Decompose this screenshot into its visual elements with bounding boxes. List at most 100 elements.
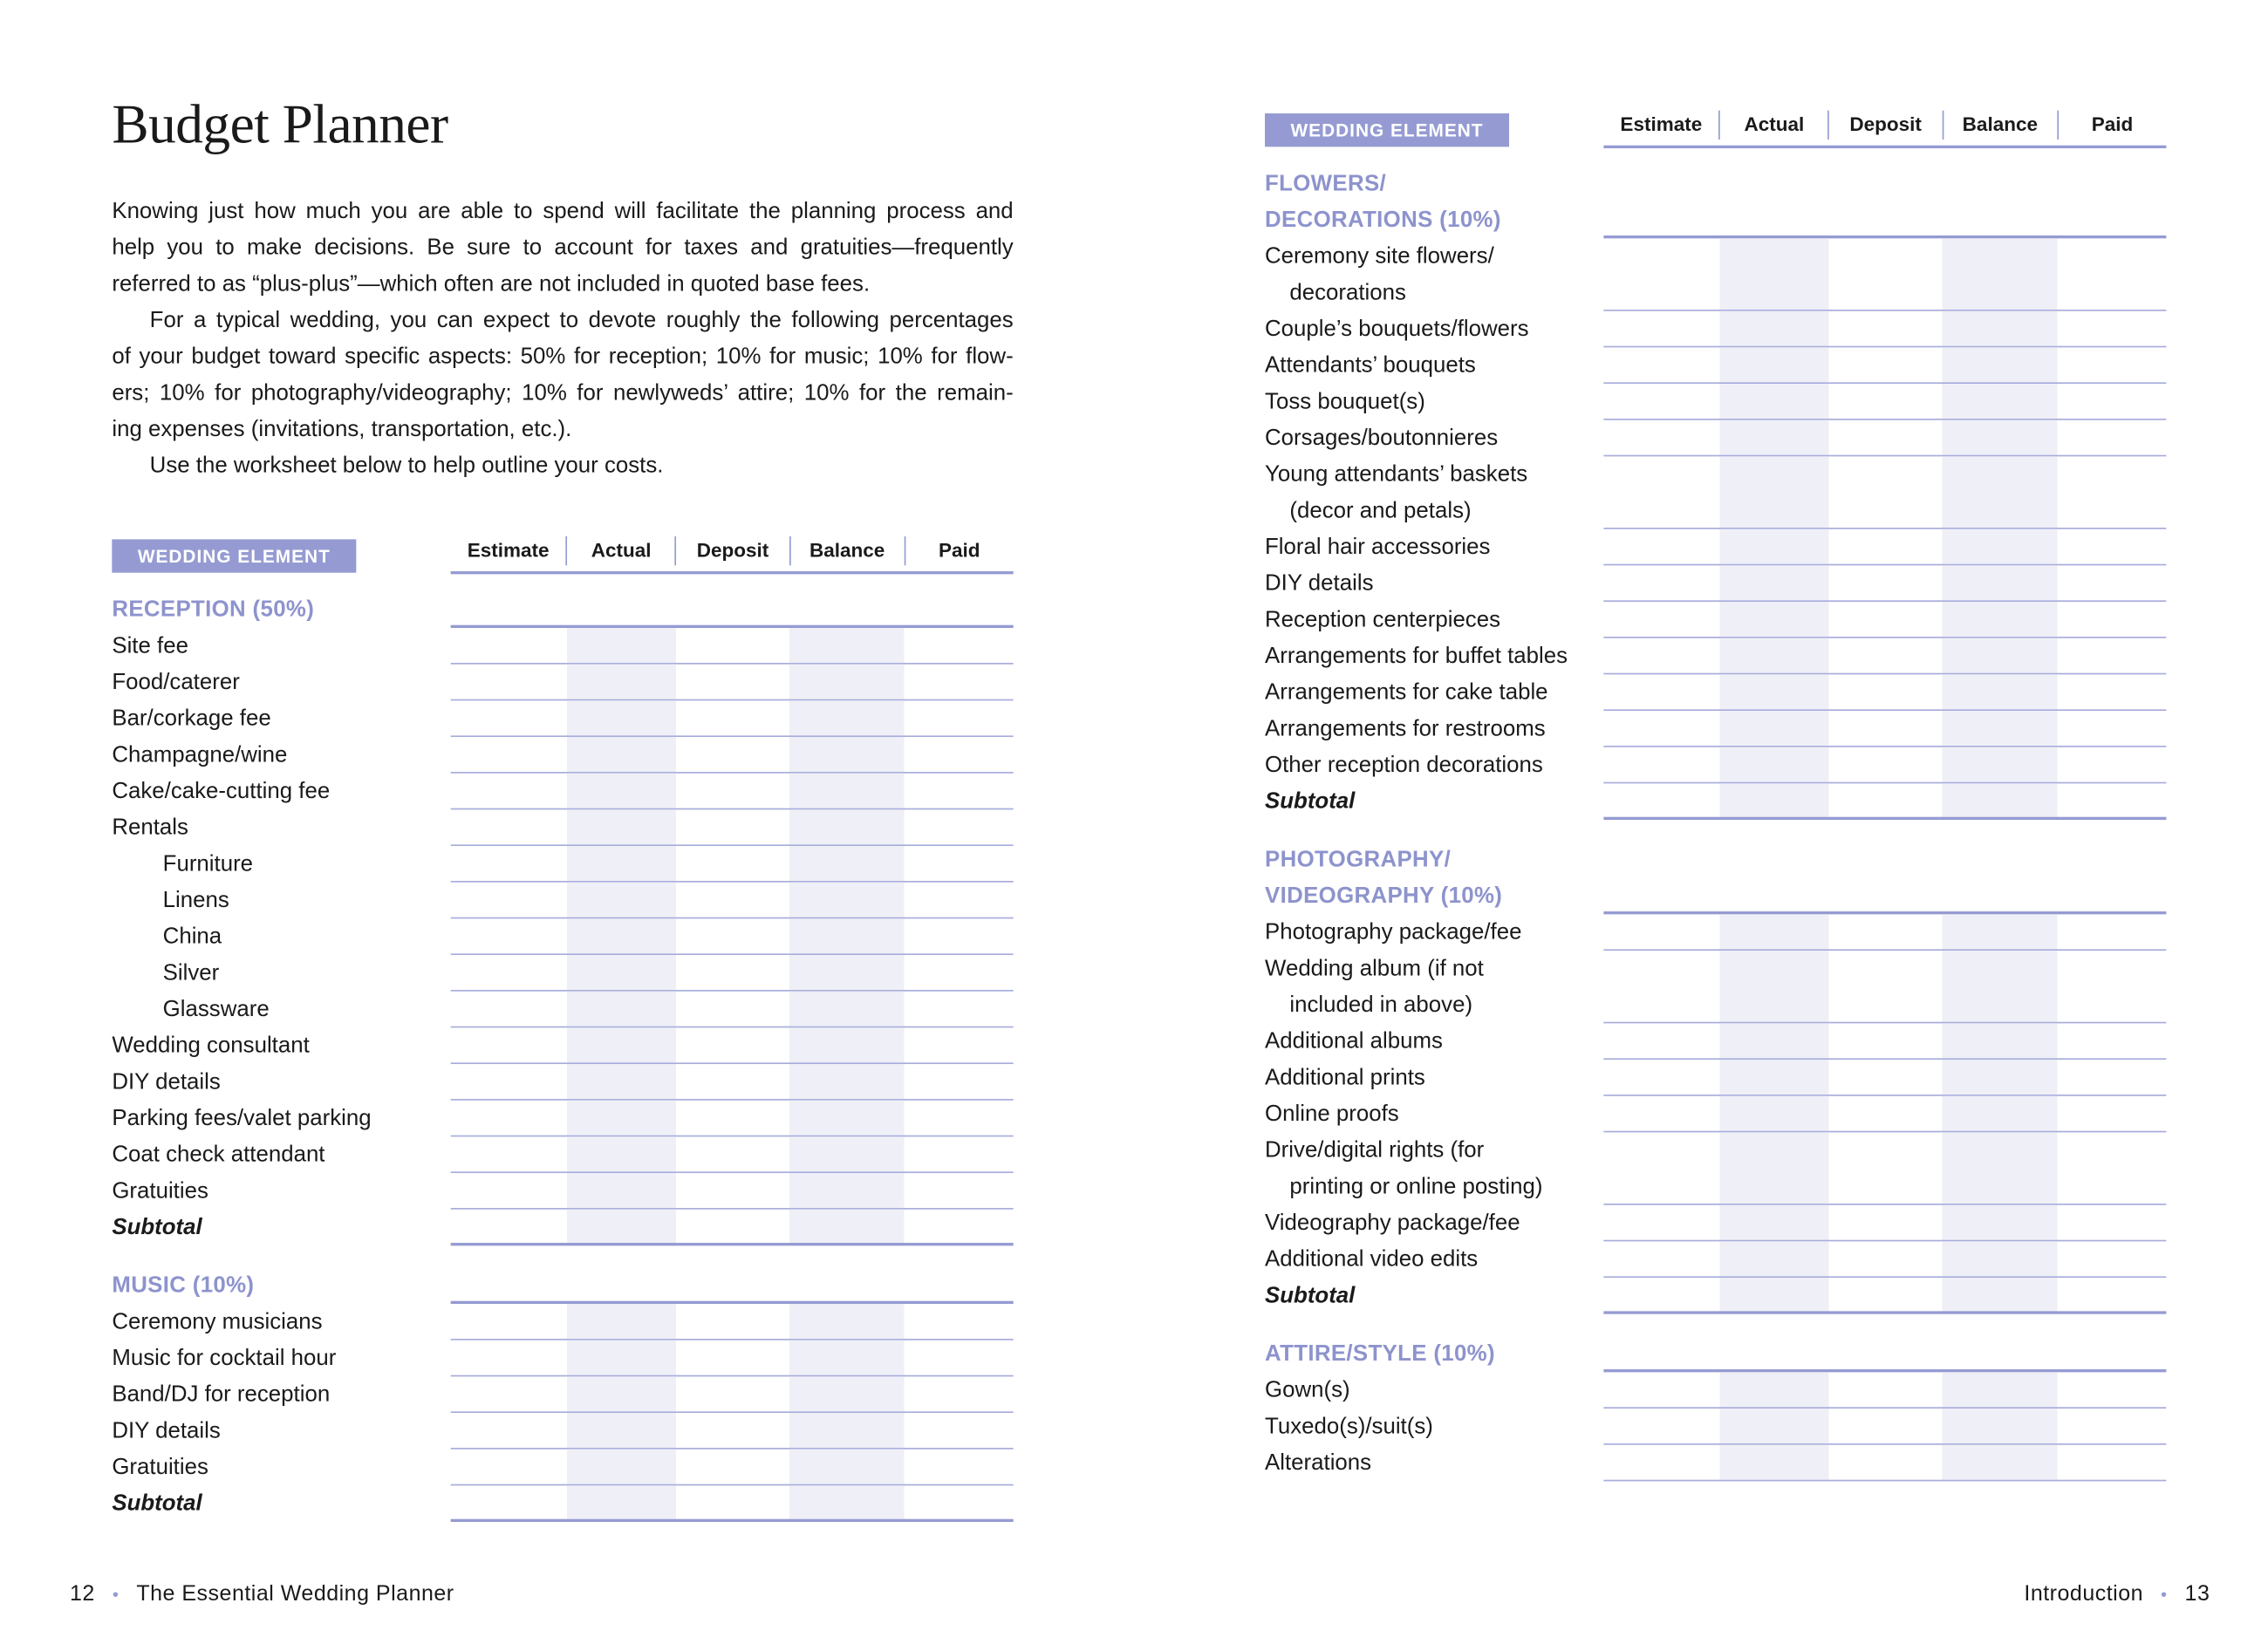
entry-cells bbox=[450, 1136, 1014, 1174]
budget-row: Arrangements for buffet tables bbox=[1265, 638, 2167, 675]
chapter-title: Introduction bbox=[2024, 1581, 2144, 1606]
budget-row: Silver bbox=[112, 955, 1014, 992]
section-title-line: RECEPTION (50%) bbox=[112, 597, 315, 623]
item-label-line: Wedding consultant bbox=[112, 1033, 310, 1059]
item-label-line: Subtotal bbox=[1265, 1283, 1356, 1309]
budget-row: Arrangements for restrooms bbox=[1265, 711, 2167, 747]
item-label-line: Alterations bbox=[1265, 1450, 1372, 1476]
left-page-number: 12 bbox=[70, 1581, 95, 1606]
item-label-line: Additional prints bbox=[1265, 1065, 1425, 1091]
item-label-line: Floral hair accessories bbox=[1265, 535, 1491, 560]
budget-section: MUSIC (10%) Ceremony musicians Music for c… bbox=[112, 1267, 1014, 1523]
budget-row: Additional albums bbox=[1265, 1023, 2167, 1061]
intro-line: ing expenses (invitations, transportatio… bbox=[112, 417, 572, 442]
section-grid bbox=[1603, 842, 2167, 915]
item-label: Tuxedo(s)/suit(s) bbox=[1265, 1409, 1603, 1445]
entry-cells bbox=[450, 1209, 1014, 1246]
budget-section: PHOTOGRAPHY/VIDEOGRAPHY (10%) Photography… bbox=[1265, 842, 2167, 1314]
item-label: Arrangements for restrooms bbox=[1265, 711, 1603, 747]
item-label: Food/caterer bbox=[112, 665, 450, 701]
entry-cells bbox=[450, 1485, 1014, 1523]
item-label-line: Other reception decorations bbox=[1265, 753, 1543, 778]
entry-cells bbox=[1603, 347, 2167, 385]
item-label: Gratuities bbox=[112, 1450, 450, 1486]
subtotal-label: Subtotal bbox=[1265, 783, 1603, 820]
section-grid bbox=[450, 1267, 1014, 1305]
item-label-line: Ceremony site flowers/ bbox=[1265, 244, 1494, 269]
item-label: Additional video edits bbox=[1265, 1241, 1603, 1278]
budget-row: Ceremony site flowers/decorations bbox=[1265, 238, 2167, 311]
section-grid bbox=[1603, 166, 2167, 239]
section-title: FLOWERS/DECORATIONS (10%) bbox=[1265, 166, 1603, 238]
item-label-line: Tuxedo(s)/suit(s) bbox=[1265, 1414, 1433, 1440]
entry-cells bbox=[450, 991, 1014, 1028]
entry-cells bbox=[1603, 565, 2167, 603]
right-page-number: 13 bbox=[2184, 1581, 2210, 1606]
intro-line: Knowing just how much you are able to sp… bbox=[112, 199, 1014, 224]
entry-cells bbox=[1603, 1278, 2167, 1314]
entry-cells bbox=[1603, 238, 2167, 311]
entry-cells bbox=[450, 1413, 1014, 1450]
item-label-line: Cake/cake-cutting fee bbox=[112, 779, 331, 804]
item-label-line: Parking fees/valet parking bbox=[112, 1106, 372, 1131]
item-label: Videography package/fee bbox=[1265, 1205, 1603, 1242]
budget-row: Alterations bbox=[1265, 1444, 2167, 1482]
entry-cells bbox=[450, 700, 1014, 738]
item-label-line: Subtotal bbox=[1265, 789, 1356, 815]
section-title: RECEPTION (50%) bbox=[112, 591, 450, 628]
item-label: Site fee bbox=[112, 628, 450, 665]
budget-row: Floral hair accessories bbox=[1265, 529, 2167, 566]
item-label: Rentals bbox=[112, 809, 450, 846]
item-label: Floral hair accessories bbox=[1265, 529, 1603, 566]
column-header-estimate: Estimate bbox=[1603, 110, 1720, 140]
column-header-actual: Actual bbox=[567, 536, 677, 566]
item-label: Ceremony musicians bbox=[112, 1304, 450, 1340]
budget-section: ATTIRE/STYLE (10%) Gown(s) Tuxedo(s)/suit(… bbox=[1265, 1336, 2167, 1482]
page-title: Budget Planner bbox=[112, 94, 448, 156]
item-label: Gratuities bbox=[112, 1173, 450, 1210]
item-label-line: (decor and petals) bbox=[1289, 498, 1472, 524]
subtotal-label: Subtotal bbox=[112, 1485, 450, 1522]
subtotal-label: Subtotal bbox=[1265, 1278, 1603, 1314]
entry-cells bbox=[1603, 1241, 2167, 1279]
item-label-line: Linens bbox=[162, 888, 229, 913]
bullet-icon: • bbox=[2161, 1584, 2168, 1606]
entry-cells bbox=[1603, 384, 2167, 420]
budget-row: DIY details bbox=[112, 1064, 1014, 1101]
item-label: China bbox=[112, 918, 450, 955]
left-footer: 12 • The Essential Wedding Planner bbox=[70, 1581, 454, 1606]
item-label: Gown(s) bbox=[1265, 1372, 1603, 1409]
entry-cells bbox=[450, 1064, 1014, 1101]
entry-cells bbox=[450, 918, 1014, 956]
budget-row: Young attendants’ baskets (decor and peta… bbox=[1265, 456, 2167, 529]
budget-row: Bar/corkage fee bbox=[112, 700, 1014, 738]
entry-cells bbox=[1603, 1060, 2167, 1096]
section-title-line: MUSIC (10%) bbox=[112, 1273, 255, 1299]
budget-row: Couple’s bouquets/flowers bbox=[1265, 310, 2167, 348]
bullet-icon: • bbox=[112, 1584, 120, 1606]
budget-row: Reception centerpieces bbox=[1265, 602, 2167, 638]
item-label-line: Subtotal bbox=[112, 1491, 202, 1517]
item-label-line: DIY details bbox=[1265, 571, 1374, 597]
budget-row: Wedding album (if not included in above) bbox=[1265, 951, 2167, 1024]
budget-row: Coat check attendant bbox=[112, 1136, 1014, 1174]
item-label-line: Online proofs bbox=[1265, 1102, 1399, 1127]
column-header-deposit: Deposit bbox=[1829, 110, 1944, 140]
section-title-line: ATTIRE/STYLE (10%) bbox=[1265, 1341, 1495, 1367]
intro-line: ers; 10% for photography/videography; 10… bbox=[112, 380, 1014, 406]
budget-row: Ceremony musicians bbox=[112, 1304, 1014, 1340]
budget-row: Wedding consultant bbox=[112, 1027, 1014, 1065]
table-header: WEDDING ELEMENT Estimate Actual Deposit Bala… bbox=[112, 536, 1014, 575]
item-label: Furniture bbox=[112, 846, 450, 883]
item-label-line: Coat check attendant bbox=[112, 1143, 325, 1168]
budget-row: Drive/digital rights (for printing or onl… bbox=[1265, 1132, 2167, 1205]
table-header: WEDDING ELEMENT Estimate Actual Deposit Bala… bbox=[1265, 110, 2167, 149]
book-title: The Essential Wedding Planner bbox=[136, 1581, 454, 1606]
item-label-line: Bar/corkage fee bbox=[112, 706, 271, 732]
section-title-row: PHOTOGRAPHY/VIDEOGRAPHY (10%) bbox=[1265, 842, 2167, 915]
item-label-line: Photography package/fee bbox=[1265, 920, 1522, 945]
item-label: DIY details bbox=[112, 1064, 450, 1101]
item-label-line: included in above) bbox=[1289, 993, 1473, 1018]
item-label: Young attendants’ baskets (decor and peta… bbox=[1265, 456, 1603, 529]
